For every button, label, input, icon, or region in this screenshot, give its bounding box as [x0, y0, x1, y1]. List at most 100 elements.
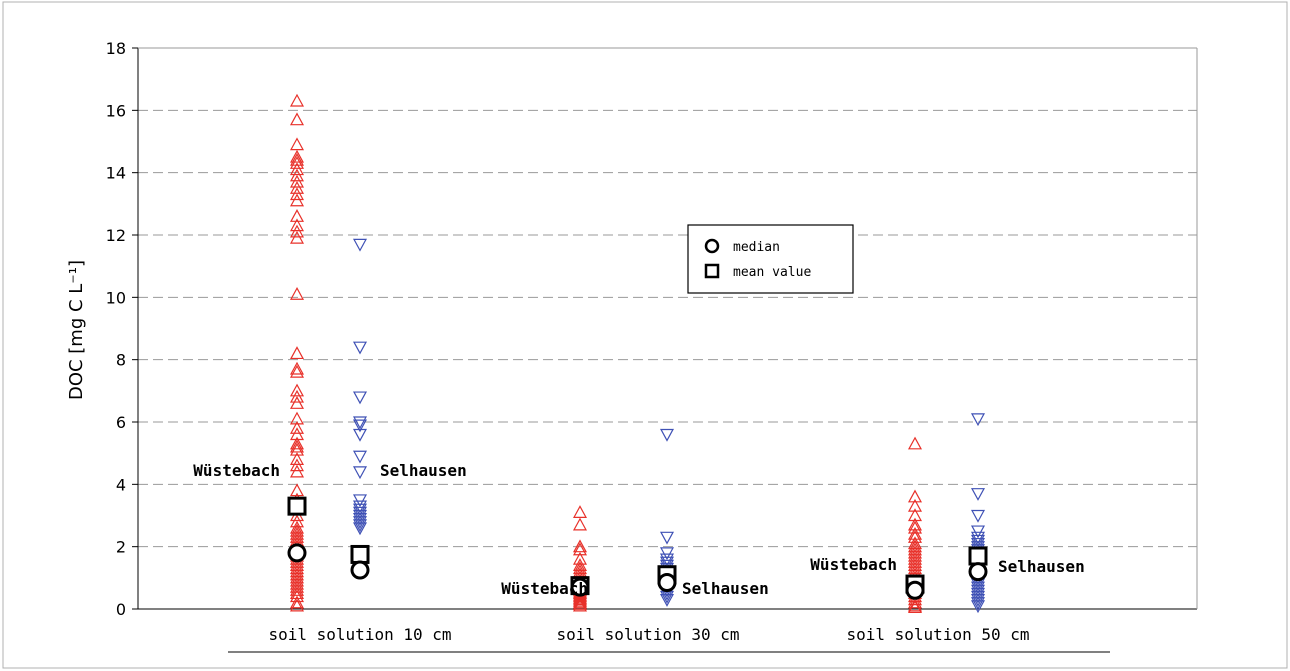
triangle-down-point [970, 537, 986, 551]
y-tick-label: 8 [116, 351, 126, 370]
triangle-down-point [970, 597, 986, 611]
triangle-up-point [289, 389, 305, 403]
triangle-up-point [572, 561, 588, 575]
triangle-up-point [289, 483, 305, 497]
triangle-up-point [289, 187, 305, 201]
triangle-up-point [572, 505, 588, 518]
triangle-up-point [289, 230, 305, 244]
triangle-up-point [572, 598, 588, 612]
triangle-up-point [907, 489, 923, 503]
triangle-down-point [352, 416, 368, 430]
y-tick-label: 18 [106, 39, 126, 58]
triangle-up-point [289, 180, 305, 194]
triangle-up-point [289, 526, 305, 540]
site-labels: Wüstebach Selhausen Wüstebach Selhausen Wüst… [193, 461, 1084, 598]
site-label: Selhausen [682, 579, 769, 598]
triangle-up-point [289, 162, 305, 176]
triangle-up-point [289, 93, 305, 107]
median-circle-marker [968, 562, 988, 582]
triangle-up-point [289, 458, 305, 472]
site-label: Wüstebach [193, 461, 280, 480]
triangle-down-point [352, 341, 368, 355]
triangle-up-point [289, 152, 305, 166]
triangle-down-point [970, 488, 986, 501]
triangle-down-point [352, 522, 368, 536]
triangle-up-point [289, 579, 305, 593]
legend-mean-icon [704, 263, 720, 279]
triangle-up-point [572, 590, 588, 604]
category-label: soil solution 10 cm [268, 625, 451, 644]
triangle-up-point [289, 561, 305, 575]
triangle-up-point [289, 168, 305, 182]
y-tick-label: 16 [106, 101, 126, 120]
triangle-up-point [289, 174, 305, 188]
triangle-down-point [970, 590, 986, 604]
triangle-up-point [289, 218, 305, 232]
triangle-up-point [289, 436, 305, 450]
triangle-up-point [289, 452, 305, 465]
category-label: soil solution 30 cm [556, 625, 739, 644]
triangle-up-point [289, 598, 305, 612]
y-tick-labels: 0 2 4 6 8 10 12 14 16 18 [106, 39, 126, 619]
triangle-up-point [289, 193, 305, 207]
triangle-up-point [289, 564, 305, 578]
triangle-up-point [289, 346, 305, 360]
triangle-down-point [970, 600, 986, 614]
triangle-down-point [352, 519, 368, 533]
triangle-up-point [907, 558, 923, 571]
y-tick-label: 2 [116, 538, 126, 557]
y-tick-label: 12 [106, 226, 126, 245]
median-circle-marker [905, 580, 925, 600]
triangle-up-point [289, 224, 305, 238]
legend-median-icon [704, 238, 720, 254]
triangle-up-point [289, 361, 305, 375]
triangle-up-point [907, 498, 923, 512]
triangle-down-point [659, 553, 675, 567]
y-tick-label: 0 [116, 600, 126, 619]
triangle-up-point [289, 137, 305, 151]
triangle-up-point [572, 593, 588, 607]
triangle-up-point [907, 551, 923, 565]
y-tick-label: 10 [106, 288, 126, 307]
triangle-up-point [289, 589, 305, 603]
triangle-up-point [289, 156, 305, 169]
triangle-up-point [289, 595, 305, 609]
triangle-down-point [352, 428, 368, 442]
triangle-down-point [352, 503, 368, 517]
triangle-down-point [970, 534, 986, 548]
triangle-up-point [572, 558, 588, 571]
triangle-down-point [970, 531, 986, 545]
triangle-up-point [907, 526, 923, 540]
triangle-up-point [289, 149, 305, 163]
mean-square-marker [968, 546, 988, 566]
triangle-up-point [289, 112, 305, 126]
triangle-up-point [907, 539, 923, 553]
triangle-down-point [352, 466, 368, 480]
mean-square-marker [350, 544, 370, 564]
median-circle-marker [287, 543, 307, 563]
triangle-up-point [907, 545, 923, 559]
triangle-up-point [289, 427, 305, 441]
triangle-up-point [289, 514, 305, 528]
triangle-up-point [289, 411, 305, 425]
triangle-down-point [970, 509, 986, 523]
legend: median mean value [687, 224, 854, 294]
y-tick-label: 4 [116, 475, 126, 494]
triangle-up-point [907, 508, 923, 522]
triangle-up-point [289, 442, 305, 456]
triangle-up-point [907, 554, 923, 568]
y-tick-label: 14 [106, 164, 126, 183]
triangle-up-point [572, 551, 588, 565]
triangle-up-point [572, 595, 588, 609]
triangle-down-point [659, 547, 675, 561]
triangle-up-point [289, 530, 305, 543]
triangle-down-point [659, 594, 675, 607]
triangle-down-point [970, 587, 986, 601]
triangle-down-point [352, 513, 368, 526]
triangle-up-point [289, 567, 305, 581]
triangle-up-point [572, 539, 588, 553]
triangle-up-point [289, 523, 305, 537]
triangle-up-point [572, 517, 588, 531]
triangle-down-point [352, 500, 368, 514]
